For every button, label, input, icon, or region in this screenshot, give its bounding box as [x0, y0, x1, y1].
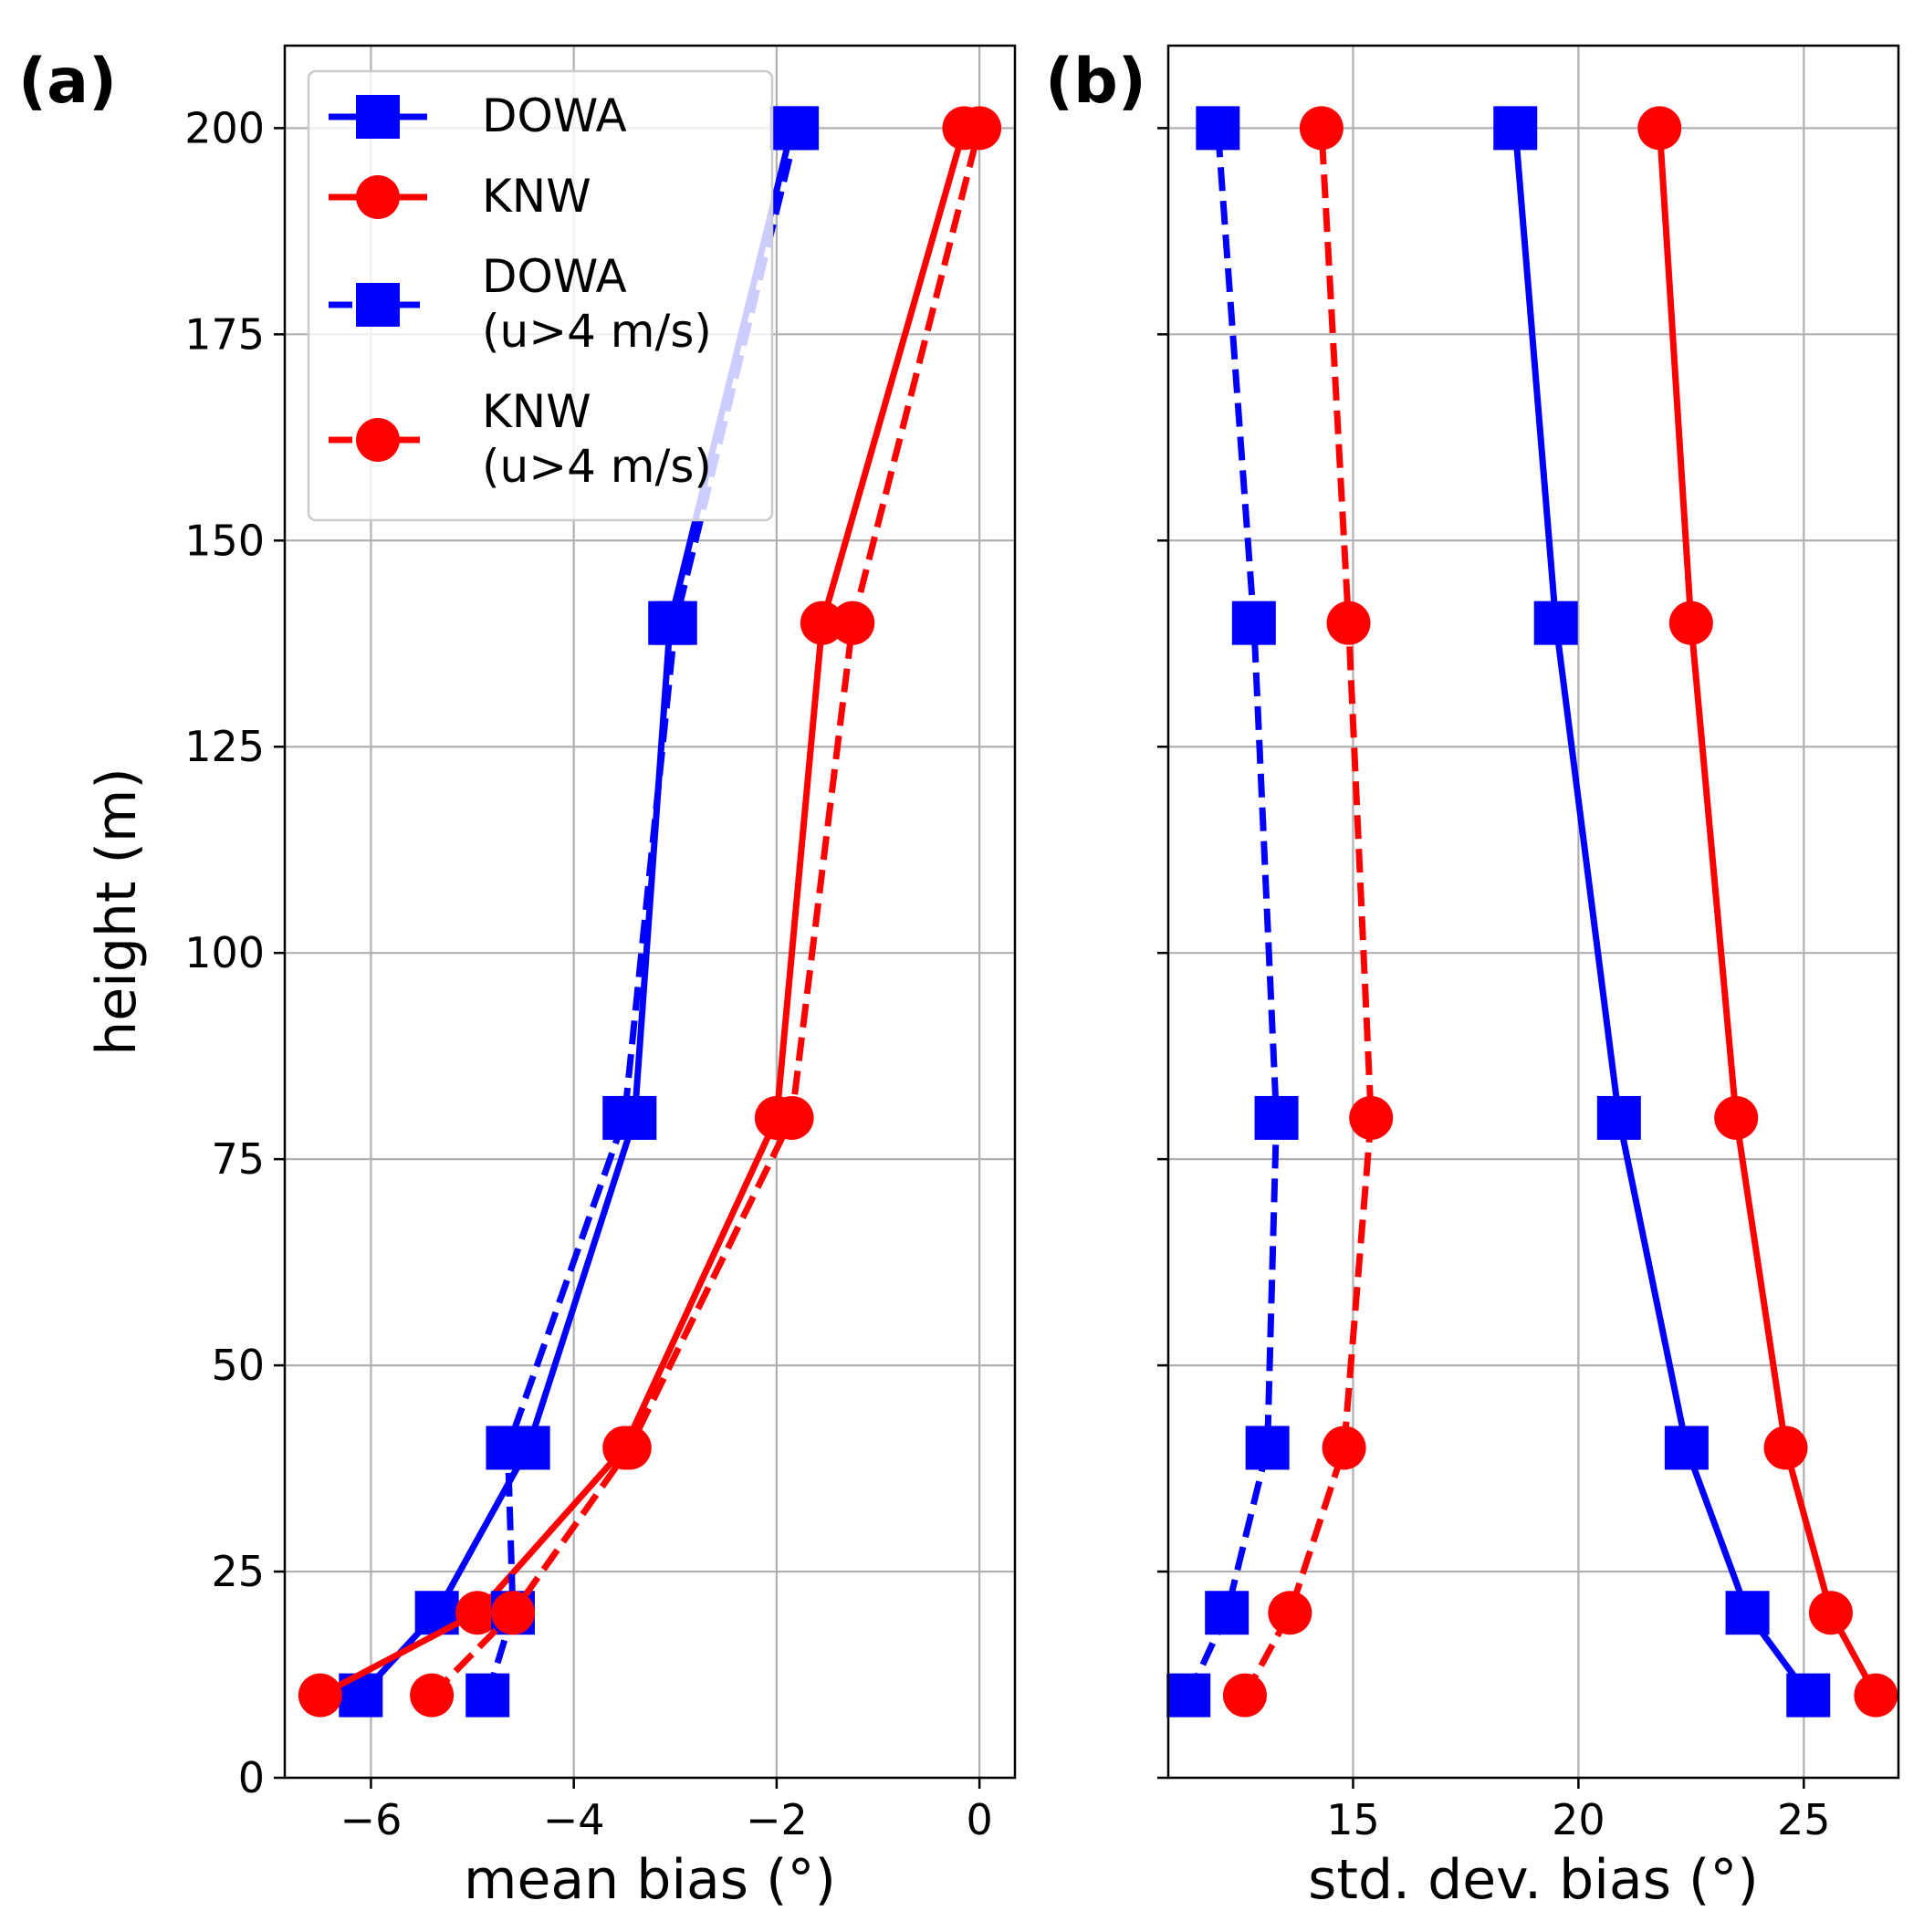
data-point [1637, 106, 1682, 151]
y-tick-label: 125 [184, 722, 265, 771]
data-point [1231, 600, 1276, 645]
panel-label: (a) [18, 46, 117, 118]
x-tick-label: 0 [966, 1795, 992, 1844]
data-point [1668, 600, 1713, 645]
data-point [1268, 1591, 1312, 1635]
data-point [1533, 600, 1578, 645]
legend-label: KNW [482, 170, 591, 223]
legend-entry: DOWA(u>4 m/s) [329, 250, 712, 358]
data-point [1196, 106, 1240, 151]
series-knw [1637, 106, 1898, 1718]
series-dowa-u-4-m-s [1166, 106, 1299, 1718]
y-tick-label: 75 [211, 1134, 265, 1184]
series-line [319, 127, 967, 1698]
data-point [769, 1095, 814, 1140]
legend-label: (u>4 m/s) [482, 440, 712, 493]
data-point [465, 1673, 510, 1718]
data-point [957, 106, 1002, 151]
legend-label: KNW [482, 385, 591, 438]
legend-entry: DOWA [329, 89, 627, 142]
data-point [653, 600, 697, 645]
data-point [410, 1673, 455, 1718]
data-point [1322, 1426, 1366, 1470]
legend-box [307, 69, 774, 522]
x-tick-label: 15 [1326, 1795, 1380, 1844]
data-point [607, 1426, 652, 1470]
data-point [486, 1426, 530, 1470]
y-tick-label: 0 [238, 1753, 265, 1802]
x-tick-label: −6 [340, 1795, 403, 1844]
series-knw-u-4-m-s [1222, 106, 1394, 1718]
data-point [1222, 1673, 1267, 1718]
data-point [775, 106, 820, 151]
legend-marker [356, 283, 400, 327]
data-point [1326, 600, 1371, 645]
y-axis [1157, 127, 1168, 1780]
data-point [491, 1591, 535, 1635]
y-tick-label: 200 [184, 103, 265, 152]
data-point [455, 1591, 500, 1635]
data-point [1714, 1095, 1759, 1140]
y-tick-label: 175 [184, 309, 265, 359]
data-point [831, 600, 875, 645]
legend-label: DOWA [482, 89, 627, 142]
series-line [429, 127, 983, 1698]
data-point [1763, 1426, 1808, 1470]
legend-marker [356, 418, 400, 462]
data-point [1166, 1673, 1211, 1718]
legend-label: (u>4 m/s) [482, 305, 712, 358]
x-axis: −6 −4 −2 0 mean bias (°) [340, 1778, 993, 1912]
panel-b: 15 20 25 std. dev. bias (°) (b) [1045, 44, 1900, 1912]
data-point [1664, 1426, 1709, 1470]
series-knw-u-4-m-s [410, 106, 1002, 1718]
data-point [1349, 1095, 1394, 1140]
data-point [1493, 106, 1538, 151]
data-point [1245, 1426, 1290, 1470]
x-axis-label: std. dev. bias (°) [1308, 1848, 1759, 1912]
y-tick-label: 150 [184, 516, 265, 565]
x-tick-label: 25 [1777, 1795, 1831, 1844]
panel-label: (b) [1045, 46, 1146, 118]
data-point [602, 1095, 647, 1140]
x-tick-label: −4 [543, 1795, 605, 1844]
y-tick-label: 100 [184, 928, 265, 977]
x-tick-label: 20 [1552, 1795, 1605, 1844]
x-axis-label: mean bias (°) [464, 1848, 836, 1912]
y-axis: 0 25 50 75 100 125 150 175 200 height (m) [85, 103, 285, 1802]
data-point [1254, 1095, 1299, 1140]
x-tick-label: −2 [746, 1795, 808, 1844]
legend-label: DOWA [482, 250, 627, 303]
data-point [1205, 1591, 1250, 1635]
series-dowa [1493, 106, 1831, 1718]
data-point [1596, 1095, 1641, 1140]
axes-frame [283, 44, 1017, 1780]
legend-entry: KNW(u>4 m/s) [329, 385, 712, 493]
data-point [1808, 1591, 1853, 1635]
legend-entry: KNW [329, 170, 591, 223]
axes-frame [1166, 44, 1900, 1780]
y-tick-label: 25 [211, 1547, 265, 1596]
x-axis: 15 20 25 std. dev. bias (°) [1308, 1778, 1831, 1912]
y-axis-label: height (m) [85, 768, 149, 1056]
legend-marker [356, 95, 400, 139]
data-point [1299, 106, 1344, 151]
data-point [1725, 1591, 1770, 1635]
data-point [800, 600, 844, 645]
data-point [1786, 1673, 1831, 1718]
legend-marker [356, 175, 400, 219]
data-point [298, 1673, 342, 1718]
y-tick-label: 50 [211, 1341, 265, 1390]
data-point [1854, 1673, 1898, 1718]
